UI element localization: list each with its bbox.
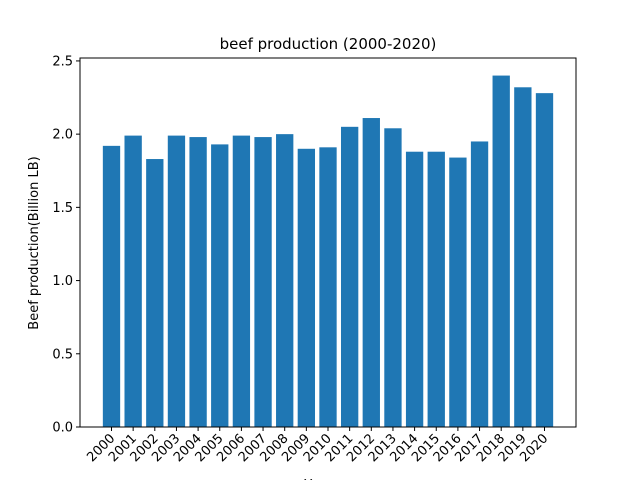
x-axis-label: Year: [303, 478, 332, 480]
bar: [124, 135, 142, 427]
bar: [384, 128, 402, 428]
bar: [449, 157, 467, 428]
y-tick-label: 2.0: [52, 128, 73, 143]
y-tick-label: 0.5: [52, 347, 73, 362]
bar: [102, 145, 121, 427]
bar: [211, 144, 229, 427]
bar: [427, 151, 445, 427]
y-tick-label: 1.5: [52, 201, 73, 216]
chart-title: beef production (2000-2020): [220, 35, 437, 53]
bar: [492, 75, 510, 428]
bar: [167, 135, 186, 427]
bar: [340, 126, 359, 428]
bar: [189, 137, 207, 428]
bar: [405, 151, 424, 427]
y-tick-label: 1.0: [52, 274, 73, 289]
bar: [297, 148, 316, 428]
y-tick-label: 2.5: [52, 54, 73, 69]
bar: [276, 134, 294, 427]
plot-frame: [79, 57, 577, 428]
bar: [254, 137, 272, 428]
bar: [319, 147, 337, 428]
bar: [535, 93, 554, 428]
bar: [362, 118, 380, 428]
bar: [232, 135, 251, 427]
y-axis-label: Beef production(Billion LB): [27, 156, 42, 329]
bar: [514, 87, 532, 428]
bar: [146, 159, 164, 428]
y-tick-label: 0.0: [52, 421, 73, 436]
bar: [470, 141, 489, 427]
